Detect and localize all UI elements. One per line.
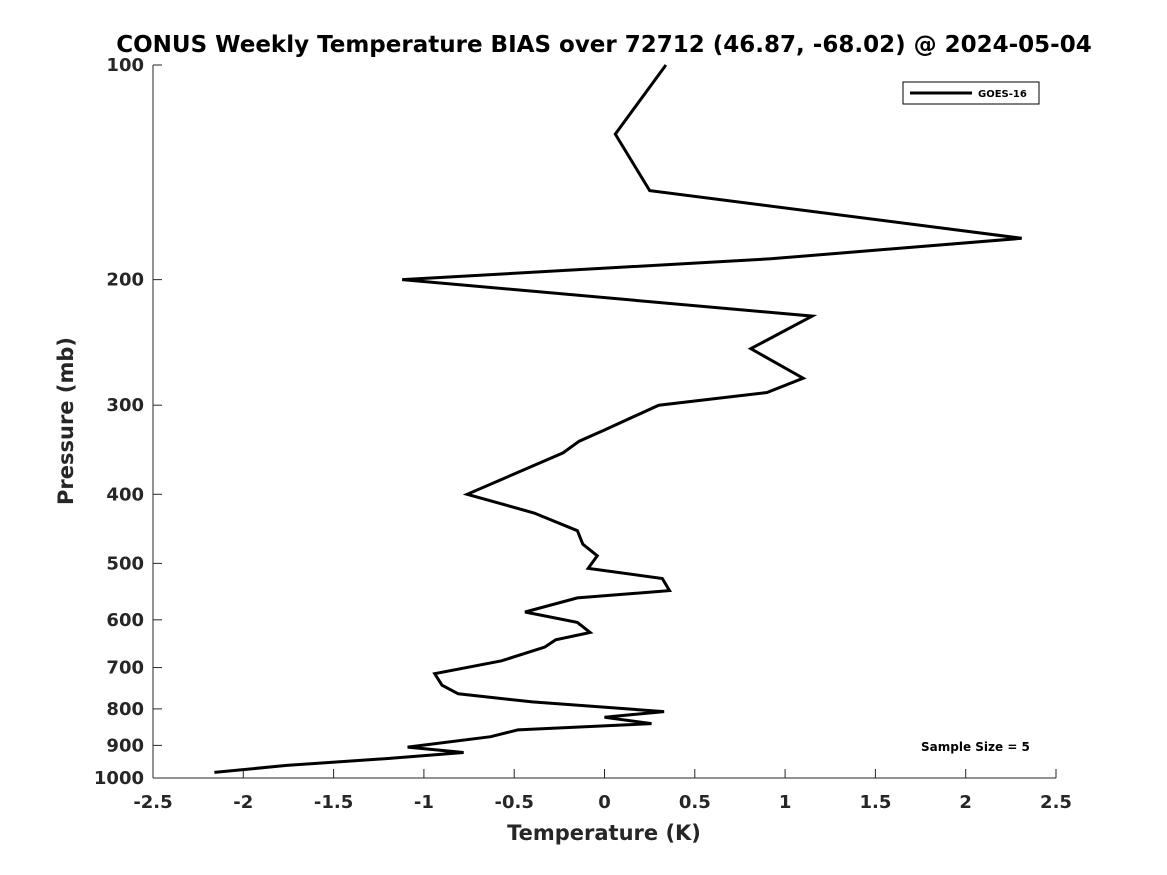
x-tick-label: -1: [414, 792, 434, 813]
y-tick-label: 600: [106, 610, 144, 631]
x-tick-label: 1: [779, 792, 792, 813]
x-tick-label: 2.5: [1040, 792, 1072, 813]
legend: GOES-16: [902, 81, 1040, 105]
x-axis-ticks: -2.5 -2 -1.5 -1 -0.5 0 0.5 1 1.5 2 2.5: [133, 769, 1072, 813]
sample-size-annotation: Sample Size = 5: [921, 740, 1030, 754]
series-line-goes-16: [214, 64, 1022, 774]
y-axis-ticks: 100 200 300 400 500 600 700 800 900 1000: [94, 55, 162, 789]
x-tick-label: 2: [959, 792, 972, 813]
y-tick-label: 400: [106, 484, 144, 505]
y-tick-label: 100: [106, 55, 144, 76]
x-tick-label: 1.5: [859, 792, 891, 813]
y-tick-label: 500: [106, 553, 144, 574]
x-axis-label: Temperature (K): [507, 821, 701, 845]
y-tick-label: 900: [106, 735, 144, 756]
x-tick-label: -0.5: [495, 792, 534, 813]
y-axis-label: Pressure (mb): [54, 337, 78, 505]
y-tick-label: 700: [106, 658, 144, 679]
x-tick-label: 0.5: [679, 792, 711, 813]
x-tick-label: -2: [233, 792, 253, 813]
y-tick-label: 200: [106, 270, 144, 291]
y-tick-label: 1000: [94, 768, 144, 789]
x-tick-label: -1.5: [314, 792, 353, 813]
y-tick-label: 300: [106, 395, 144, 416]
legend-label: GOES-16: [978, 89, 1027, 100]
x-tick-label: -2.5: [133, 792, 172, 813]
chart-title: CONUS Weekly Temperature BIAS over 72712…: [116, 32, 1091, 58]
y-tick-label: 800: [106, 699, 144, 720]
x-tick-label: 0: [598, 792, 611, 813]
series-layer: [214, 64, 1022, 774]
